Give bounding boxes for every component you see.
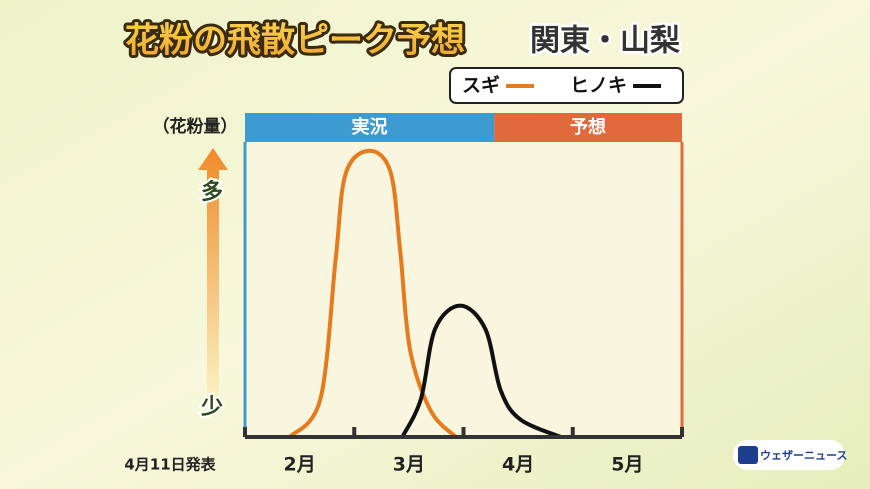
y-low-label: 少 — [200, 395, 223, 420]
series-line — [288, 148, 458, 439]
x-tick-label: 2月 — [284, 454, 316, 476]
period-bar — [494, 113, 682, 142]
x-tick-label: 5月 — [611, 454, 643, 476]
legend-box — [449, 67, 684, 104]
x-tick-label: 3月 — [393, 454, 425, 476]
chart-title: 花粉の飛散ピーク予想 — [125, 21, 465, 61]
x-tick-label: 4月 — [502, 454, 534, 476]
period-bar — [245, 113, 495, 142]
note: 4月11日発表 — [124, 456, 216, 474]
amount-arrow — [198, 148, 228, 400]
logo-icon — [738, 446, 758, 464]
legend-label: スギ — [462, 75, 500, 97]
plot-area — [245, 142, 682, 437]
period-label: 予想 — [570, 116, 606, 138]
y-high-label: 多 — [201, 179, 223, 205]
legend-label: ヒノキ — [570, 75, 627, 97]
source: ウェザーニュース — [760, 449, 847, 462]
series-line — [400, 303, 562, 439]
logo-pill — [733, 440, 845, 470]
y-axis-label: （花粉量） — [153, 116, 238, 137]
period-label: 実況 — [352, 116, 388, 138]
chart-subtitle: 関東・山梨 — [530, 24, 680, 59]
